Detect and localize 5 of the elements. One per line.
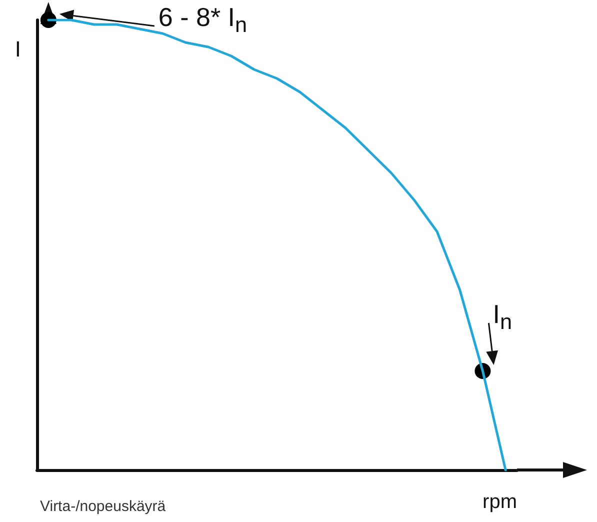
annotation: I$_{n}$: [492, 299, 512, 336]
x-axis-title: rpm: [482, 491, 517, 513]
y-axis-title: I: [14, 36, 21, 62]
annotation: 6 - 8* I$_{n}$: [158, 2, 248, 38]
text: Virta-/nopeuskäyrä: [40, 498, 166, 515]
